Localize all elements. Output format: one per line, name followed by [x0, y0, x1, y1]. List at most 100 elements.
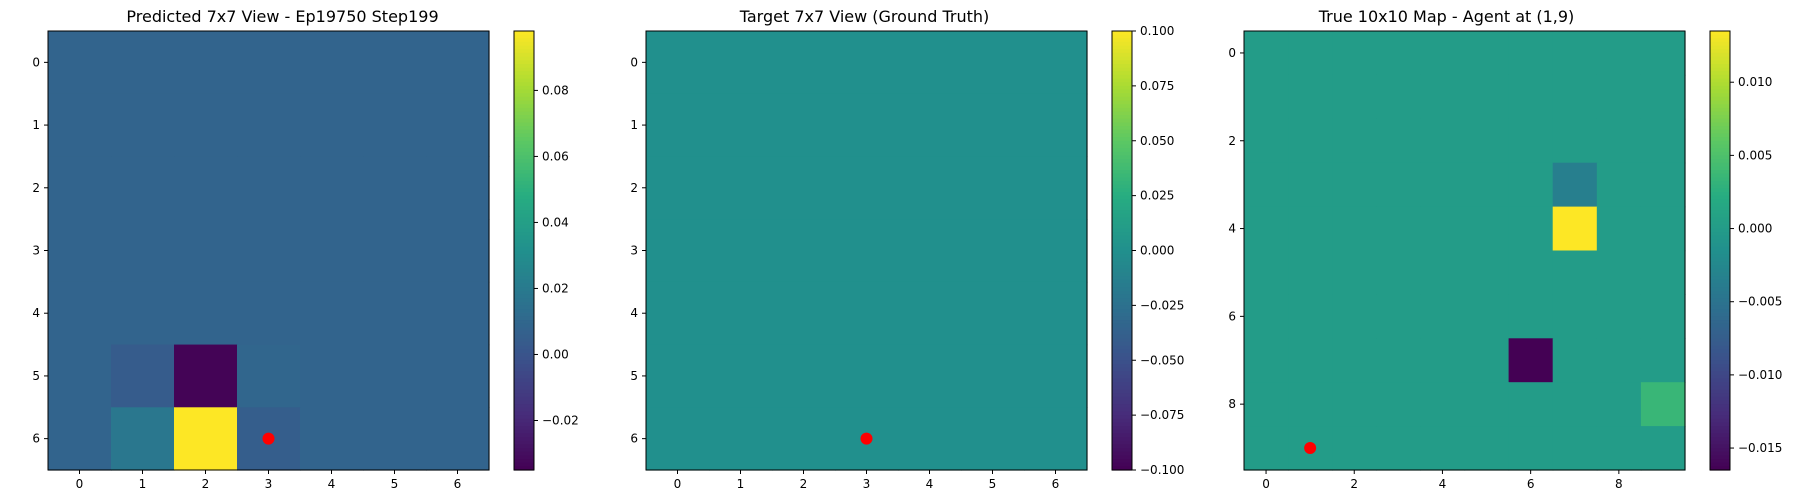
colorbar-gradient-step [1710, 232, 1730, 237]
colorbar-gradient-step [1710, 221, 1730, 226]
colorbar-gradient-step [1710, 389, 1730, 394]
colorbar-gradient-step [1710, 41, 1730, 47]
heatmap-cell [1508, 162, 1554, 208]
colorbar-gradient-step [514, 63, 534, 69]
heatmap-cell [300, 407, 364, 471]
colorbar-gradient-step [514, 224, 534, 230]
colorbar-gradient-step [1710, 466, 1730, 471]
colorbar-gradient-step [514, 426, 534, 431]
colorbar-gradient-step [1112, 56, 1132, 61]
heatmap-cell [1244, 31, 1289, 76]
heatmap-cell [835, 31, 899, 95]
colorbar-gradient-step [1112, 389, 1132, 394]
x-tick-label: 2 [800, 477, 808, 491]
heatmap-cell [1332, 294, 1377, 339]
colorbar-gradient-step [1710, 191, 1730, 197]
colorbar-gradient-step [514, 38, 534, 43]
colorbar-tick-label: −0.005 [1738, 295, 1782, 309]
panel-predicted-view: Predicted 7x7 View - Ep19750 Step199 0 1 2… [32, 7, 578, 491]
heatmap-cell [48, 407, 112, 471]
colorbar-gradient-step [1112, 301, 1132, 306]
colorbar-gradient-step [1710, 404, 1730, 409]
colorbar-gradient-step [1112, 49, 1132, 54]
heatmap-cell [237, 281, 301, 346]
heatmap-cell [1376, 338, 1421, 383]
x-tick-label: 3 [863, 477, 871, 491]
colorbar-gradient-step [1112, 115, 1132, 120]
colorbar-gradient-step [514, 312, 534, 317]
colorbar-gradient-step [514, 177, 534, 182]
heatmap-cell [1332, 382, 1377, 427]
colorbar-gradient-step [514, 118, 534, 124]
colorbar-tick-label: 0.04 [542, 215, 569, 229]
colorbar-gradient-step [514, 126, 534, 131]
heatmap-cell [1376, 74, 1421, 120]
colorbar-gradient-step [1112, 126, 1132, 131]
colorbar-gradient-step [1710, 115, 1730, 120]
colorbar-gradient-step [514, 309, 534, 314]
colorbar-gradient-step [1112, 78, 1132, 83]
heatmap-cell [1332, 338, 1377, 383]
colorbar-gradient-step [1710, 195, 1730, 200]
heatmap-cell [1552, 382, 1598, 427]
heatmap-cell [1640, 426, 1686, 471]
heatmap-cell [237, 31, 301, 95]
y-tick-label: 5 [32, 369, 40, 383]
heatmap-cell [1464, 162, 1510, 208]
agent-marker [262, 432, 275, 445]
colorbar-tick-label: 0.025 [1140, 189, 1174, 203]
colorbar-gradient-step [514, 122, 534, 127]
colorbar-gradient-step [514, 341, 534, 347]
colorbar-gradient-step [1112, 111, 1132, 116]
heatmap-cell [1244, 118, 1289, 164]
heatmap-cell [1376, 294, 1421, 339]
heatmap-cell [1332, 162, 1377, 208]
colorbar-gradient-step [1112, 224, 1132, 230]
heatmap-cell [961, 407, 1025, 471]
heatmap-cell [1640, 250, 1686, 295]
heatmap-cell [898, 407, 962, 471]
colorbar-gradient-step [1112, 316, 1132, 321]
heatmap-cell [426, 31, 490, 95]
colorbar-gradient-step [1112, 38, 1132, 43]
heatmap-cell [772, 344, 836, 408]
colorbar-gradient-step [1112, 93, 1132, 98]
colorbar-gradient-step [1710, 144, 1730, 149]
colorbar-gradient-step [1710, 422, 1730, 427]
x-tick-label: 2 [1350, 477, 1358, 491]
colorbar-gradient-step [1112, 429, 1132, 435]
x-tick-label: 8 [1615, 477, 1623, 491]
colorbar-gradient-step [1710, 217, 1730, 222]
y-tick-label: 0 [1228, 46, 1236, 60]
colorbar-gradient-step [1710, 411, 1730, 416]
heatmap-cell [709, 281, 773, 346]
heatmap-cell [363, 344, 427, 408]
colorbar-gradient-step [1710, 239, 1730, 244]
heatmap-cell [646, 31, 710, 95]
heatmap-cell [1464, 206, 1510, 252]
colorbar-gradient-step [514, 140, 534, 146]
heatmap-cell [1376, 31, 1421, 76]
colorbar-gradient-step [1112, 235, 1132, 241]
colorbar-gradient-step [1710, 246, 1730, 252]
agent-marker [860, 432, 873, 445]
colorbar-gradient-step [1112, 155, 1132, 160]
colorbar-gradient-step [1710, 140, 1730, 146]
heatmap-cell [1464, 382, 1510, 427]
heatmap-cell [1244, 250, 1289, 295]
heatmap-cell [426, 156, 490, 220]
heatmap-cell [1244, 162, 1289, 208]
colorbar-gradient-step [1112, 184, 1132, 189]
colorbar-gradient-step [514, 290, 534, 295]
colorbar-gradient-step [514, 206, 534, 211]
heatmap-cell [709, 31, 773, 95]
colorbar-gradient-step [514, 41, 534, 47]
colorbar-gradient-step [1710, 451, 1730, 456]
colorbar-gradient-step [1112, 122, 1132, 127]
colorbar-gradient-step [1710, 396, 1730, 402]
heatmap-cell [1420, 250, 1466, 295]
colorbar-gradient-step [514, 173, 534, 178]
colorbar-gradient-step [514, 89, 534, 94]
colorbar-gradient-step [1112, 166, 1132, 171]
